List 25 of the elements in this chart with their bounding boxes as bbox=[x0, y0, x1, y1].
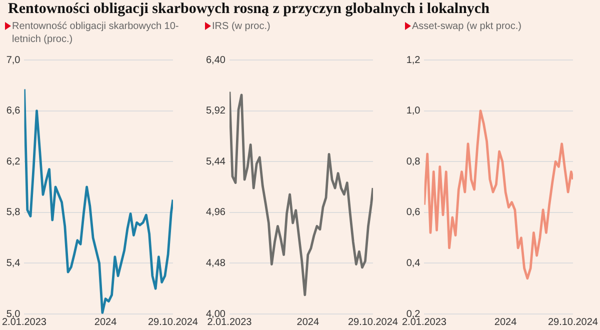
y-tick-label: 6,6 bbox=[6, 106, 21, 117]
y-tick-label: 4,96 bbox=[206, 207, 226, 218]
y-tick-label: 5,44 bbox=[206, 156, 226, 168]
x-tick-label: 29.10.2024 bbox=[348, 316, 398, 328]
y-tick-label: 5,4 bbox=[6, 258, 21, 269]
y-tick-label: 0,6 bbox=[406, 207, 421, 218]
y-tick-label: 4,48 bbox=[206, 258, 226, 269]
y-tick-label: 6,2 bbox=[6, 156, 21, 168]
text: Rentowności obligacji skarbowych rosną z przyczyn globalnych i lokalnych bbox=[7, 0, 490, 19]
x-tick-label: 29.10.2024 bbox=[148, 316, 198, 328]
y-tick-label: 6,40 bbox=[206, 54, 226, 66]
y-tick-label: 7,0 bbox=[6, 54, 21, 66]
chart-subtitle: Asset-swap (w pkt proc.) bbox=[412, 21, 522, 32]
y-tick-label: 1,0 bbox=[406, 106, 421, 117]
y-tick-label: 5,92 bbox=[206, 106, 226, 117]
y-tick-label: 0,4 bbox=[406, 258, 421, 269]
chart-subtitle: IRS (w proc.) bbox=[212, 21, 270, 32]
x-tick-label: 2024 bbox=[94, 316, 118, 328]
x-tick-label: 2024 bbox=[296, 316, 320, 328]
y-tick-label: 0,8 bbox=[406, 156, 421, 168]
x-tick-label: 29.10.2024 bbox=[548, 316, 598, 328]
chart-subtitle: Rentowność obligacji skarbowych 10-letnich (proc.) bbox=[12, 21, 179, 45]
y-tick-label: 5,8 bbox=[6, 207, 21, 218]
x-tick-label: 2024 bbox=[494, 316, 518, 328]
y-tick-label: 1,2 bbox=[406, 54, 421, 66]
